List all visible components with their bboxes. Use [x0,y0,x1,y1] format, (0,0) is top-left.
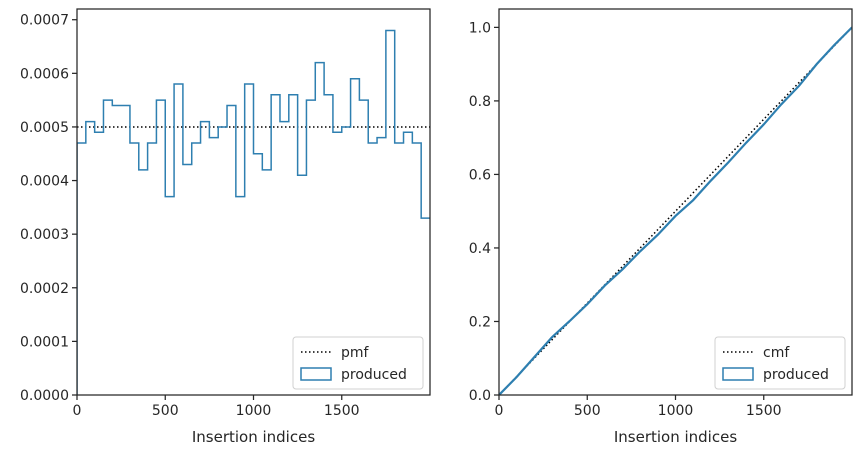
x-tick-label: 1000 [236,403,272,419]
x-tick-label: 1500 [324,403,360,419]
produced-curve [499,26,852,395]
cmf-line [499,26,852,395]
x-axis-label: Insertion indices [614,428,737,446]
legend-box [714,336,846,390]
y-tick-label: 1.0 [469,20,491,36]
legend: pmf produced [292,336,424,390]
y-tick-label: 0.0 [469,388,491,404]
y-tick-label: 0.0006 [20,66,69,82]
legend-label-produced: produced [341,367,407,383]
chart-panel-2: 0 500 1000 1500 0.0 0.2 0.4 0.6 0.8 1.0 Insertion … [469,8,853,446]
y-tick-label: 0.8 [469,94,491,110]
plot-area [77,29,430,395]
y-tick-label: 0.0004 [20,174,69,190]
legend-label-cmf: cmf [763,345,790,361]
x-axis-label: Insertion indices [192,428,315,446]
y-tick-label: 0.0001 [20,334,69,350]
legend-label-produced: produced [763,367,829,383]
x-tick-label: 0 [495,403,504,419]
legend-swatch-produced [722,367,754,381]
y-tick-label: 0.6 [469,167,491,183]
x-tick-label: 500 [574,403,601,419]
produced-histogram [77,29,430,395]
y-tick-label: 0.4 [469,241,491,257]
plot-area [499,26,852,395]
y-tick-label: 0.0005 [20,120,69,136]
x-tick-label: 1000 [658,403,694,419]
y-tick-label: 0.0000 [20,388,69,404]
x-tick-label: 1500 [746,403,782,419]
y-tick-label: 0.0007 [20,13,69,29]
legend-label-pmf: pmf [341,345,370,361]
legend-box [292,336,424,390]
y-tick-label: 0.0003 [20,227,69,243]
y-tick-label: 0.2 [469,314,491,330]
x-tick-label: 0 [73,403,82,419]
y-tick-label: 0.0002 [20,281,69,297]
x-tick-label: 500 [152,403,179,419]
legend-swatch-produced [300,367,332,381]
chart-panel-1: 0 500 1000 1500 0.0000 0.0001 0.0002 0.0003 0.00… [20,8,431,446]
legend: cmf produced [714,336,846,390]
